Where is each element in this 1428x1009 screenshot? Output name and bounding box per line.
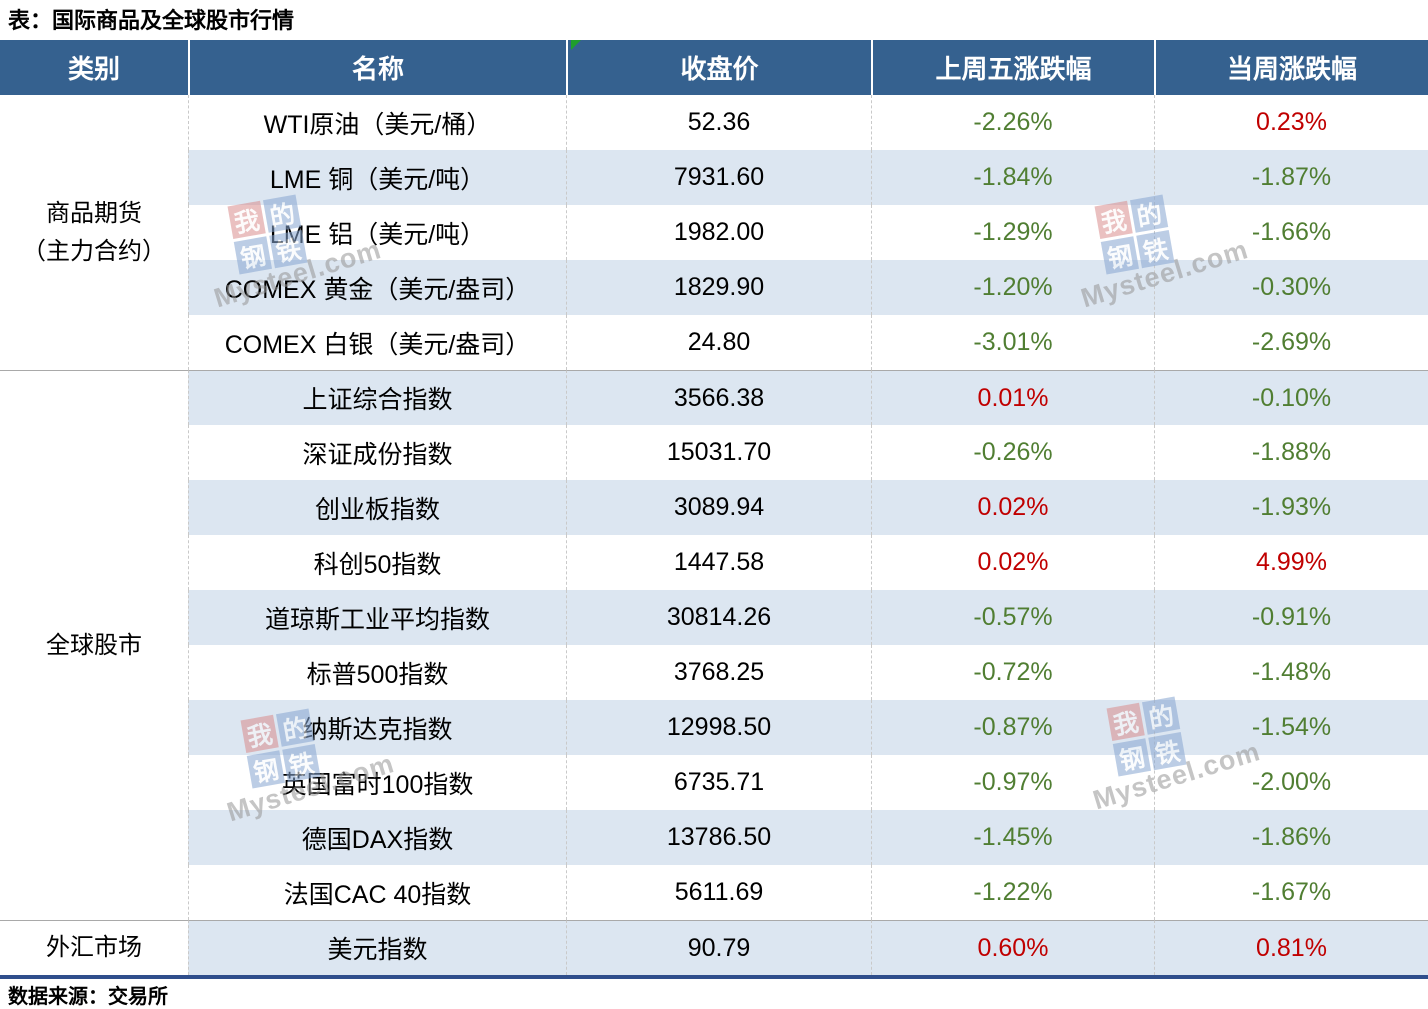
name-cell: 标普500指数	[188, 645, 566, 700]
name-cell: 德国DAX指数	[188, 810, 566, 865]
name-cell: LME 铝（美元/吨）	[188, 205, 566, 260]
category-cell: 全球股市	[0, 370, 188, 920]
last-friday-change-cell: 0.01%	[871, 370, 1154, 425]
close-price-cell: 5611.69	[566, 865, 871, 920]
close-price-cell: 7931.60	[566, 150, 871, 205]
header-close-label: 收盘价	[680, 54, 759, 84]
close-price-cell: 24.80	[566, 315, 871, 370]
close-price-cell: 12998.50	[566, 700, 871, 755]
week-change-cell: -1.48%	[1154, 645, 1428, 700]
close-price-cell: 1447.58	[566, 535, 871, 590]
name-cell: 纳斯达克指数	[188, 700, 566, 755]
source-note: 数据来源：交易所	[8, 986, 168, 1008]
excel-flag-icon	[571, 40, 581, 50]
last-friday-change-cell: -0.72%	[871, 645, 1154, 700]
name-cell: 深证成份指数	[188, 425, 566, 480]
last-friday-change-cell: -0.97%	[871, 755, 1154, 810]
category-cell: 外汇市场	[0, 920, 188, 975]
name-cell: LME 铜（美元/吨）	[188, 150, 566, 205]
close-price-cell: 30814.26	[566, 590, 871, 645]
header-last-friday: 上周五涨跌幅	[871, 40, 1154, 95]
week-change-cell: -1.86%	[1154, 810, 1428, 865]
market-table: 类别 名称 收盘价 上周五涨跌幅 当周涨跌幅 商品期货 （主力合约） WTI原油（…	[0, 40, 1428, 979]
name-cell: 美元指数	[188, 920, 566, 975]
week-change-cell: -0.30%	[1154, 260, 1428, 315]
name-cell: 上证综合指数	[188, 370, 566, 425]
name-cell: 英国富时100指数	[188, 755, 566, 810]
last-friday-change-cell: 0.02%	[871, 480, 1154, 535]
name-cell: WTI原油（美元/桶）	[188, 95, 566, 150]
name-cell: COMEX 黄金（美元/盎司）	[188, 260, 566, 315]
last-friday-change-cell: -0.57%	[871, 590, 1154, 645]
header-name: 名称	[188, 40, 566, 95]
close-price-cell: 15031.70	[566, 425, 871, 480]
last-friday-change-cell: 0.60%	[871, 920, 1154, 975]
week-change-cell: 0.81%	[1154, 920, 1428, 975]
header-week: 当周涨跌幅	[1154, 40, 1428, 95]
last-friday-change-cell: -3.01%	[871, 315, 1154, 370]
week-change-cell: -1.54%	[1154, 700, 1428, 755]
name-cell: COMEX 白银（美元/盎司）	[188, 315, 566, 370]
header-close: 收盘价	[566, 40, 871, 95]
close-price-cell: 3566.38	[566, 370, 871, 425]
last-friday-change-cell: -0.87%	[871, 700, 1154, 755]
close-price-cell: 3089.94	[566, 480, 871, 535]
close-price-cell: 1982.00	[566, 205, 871, 260]
close-price-cell: 3768.25	[566, 645, 871, 700]
last-friday-change-cell: -1.84%	[871, 150, 1154, 205]
header-category: 类别	[0, 40, 188, 95]
week-change-cell: -0.91%	[1154, 590, 1428, 645]
week-change-cell: -1.93%	[1154, 480, 1428, 535]
week-change-cell: 4.99%	[1154, 535, 1428, 590]
week-change-cell: -0.10%	[1154, 370, 1428, 425]
close-price-cell: 13786.50	[566, 810, 871, 865]
name-cell: 创业板指数	[188, 480, 566, 535]
week-change-cell: -1.67%	[1154, 865, 1428, 920]
close-price-cell: 6735.71	[566, 755, 871, 810]
close-price-cell: 90.79	[566, 920, 871, 975]
last-friday-change-cell: -1.45%	[871, 810, 1154, 865]
week-change-cell: -1.66%	[1154, 205, 1428, 260]
week-change-cell: 0.23%	[1154, 95, 1428, 150]
close-price-cell: 1829.90	[566, 260, 871, 315]
name-cell: 法国CAC 40指数	[188, 865, 566, 920]
name-cell: 道琼斯工业平均指数	[188, 590, 566, 645]
week-change-cell: -1.87%	[1154, 150, 1428, 205]
week-change-cell: -1.88%	[1154, 425, 1428, 480]
last-friday-change-cell: -1.20%	[871, 260, 1154, 315]
last-friday-change-cell: 0.02%	[871, 535, 1154, 590]
week-change-cell: -2.00%	[1154, 755, 1428, 810]
name-cell: 科创50指数	[188, 535, 566, 590]
last-friday-change-cell: -0.26%	[871, 425, 1154, 480]
last-friday-change-cell: -1.29%	[871, 205, 1154, 260]
last-friday-change-cell: -1.22%	[871, 865, 1154, 920]
close-price-cell: 52.36	[566, 95, 871, 150]
page-title: 表：国际商品及全球股市行情	[8, 8, 295, 33]
category-cell: 商品期货 （主力合约）	[0, 95, 188, 370]
last-friday-change-cell: -2.26%	[871, 95, 1154, 150]
week-change-cell: -2.69%	[1154, 315, 1428, 370]
